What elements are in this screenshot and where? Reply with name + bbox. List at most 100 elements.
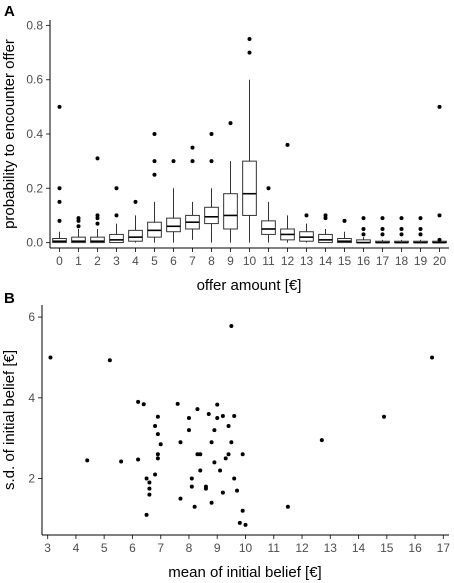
box-outlier-point [152, 159, 157, 164]
panel-b-scatter [48, 323, 435, 527]
box-iqr [166, 217, 181, 233]
box-outlier-point [418, 216, 423, 221]
scatter-point [285, 504, 290, 509]
box-iqr [223, 193, 238, 230]
panel-a-x-ticks: 0 1 2 3 4 5 6 7 8 9 10 11 12 13 14 15 16 17 18 19 20 [56, 248, 446, 268]
scatter-point [144, 512, 149, 517]
scatter-point [203, 484, 208, 489]
box-outlier-point [361, 232, 366, 237]
box-iqr [242, 160, 257, 216]
box-outlier-point [114, 186, 119, 191]
box-outlier-point [95, 156, 100, 161]
box-outlier-point [247, 37, 252, 41]
scatter-point [198, 468, 203, 473]
scatter-point [212, 428, 217, 433]
scatter-point [155, 456, 160, 461]
scatter-point [175, 401, 180, 406]
panel-a-x-tick-label: 5 [151, 254, 158, 268]
scatter-point [186, 428, 191, 433]
box-outlier-point [342, 218, 347, 223]
box-outlier-point [209, 159, 214, 164]
panel-a-x-tick-label: 10 [243, 254, 257, 268]
panel-b-x-tick-label: 3 [44, 541, 51, 555]
box-outlier-point [399, 227, 404, 231]
panel-a-x-tick-label: 18 [395, 254, 409, 268]
box-outlier-point [76, 218, 81, 223]
box-outlier-point [133, 199, 138, 204]
box-outlier-point [228, 121, 233, 126]
box-outlier-point [399, 232, 404, 237]
panel-a-x-tick-label: 3 [113, 254, 120, 268]
panel-label-b: B [4, 290, 15, 307]
box-outlier-point [57, 186, 62, 191]
panel-b-x-tick-label: 6 [129, 541, 136, 555]
panel-a-y-tick-label: 0.8 [26, 18, 43, 32]
panel-b-y-axis-title: s.d. of initial belief [€] [1, 350, 18, 490]
panel-b-x-tick-label: 8 [186, 541, 193, 555]
box-outlier-point [437, 104, 442, 109]
box-outlier-point [152, 132, 157, 136]
panel-a-x-tick-label: 14 [319, 254, 333, 268]
scatter-point [48, 355, 53, 360]
scatter-point [192, 504, 197, 509]
scatter-point [85, 458, 90, 463]
box-outlier-point [95, 221, 100, 226]
panel-a-y-tick-label: 0.6 [26, 73, 43, 87]
panel-a-x-tick-label: 8 [208, 254, 215, 268]
panel-b-x-tick-label: 12 [295, 541, 309, 555]
panel-a-x-tick-label: 0 [56, 254, 63, 268]
panel-a-x-tick-label: 17 [376, 254, 390, 268]
panel-a-x-tick-label: 4 [132, 254, 139, 268]
panel-b-x-tick-label: 16 [408, 541, 422, 555]
scatter-point [209, 500, 214, 505]
scatter-point [195, 452, 200, 457]
box-outlier-point [285, 142, 290, 147]
box-iqr [261, 220, 276, 235]
panel-label-a: A [4, 3, 15, 20]
scatter-point [223, 456, 228, 461]
scatter-point [153, 424, 158, 429]
panel-a-y-ticks: 0.0 0.2 0.4 0.6 0.8 [26, 18, 50, 250]
box-outlier-point [190, 159, 195, 164]
panel-a-x-tick-label: 1 [75, 254, 82, 268]
scatter-point [155, 414, 160, 419]
scatter-point [136, 399, 141, 404]
box-outlier-point [361, 227, 366, 231]
panel-b-x-tick-label: 11 [268, 541, 281, 555]
panel-b-y-tick-label: 4 [28, 391, 35, 405]
panel-a-x-tick-label: 9 [227, 254, 234, 268]
scatter-point [218, 468, 223, 473]
scatter-point [155, 452, 160, 457]
scatter-point [189, 476, 194, 481]
box-outlier-point [361, 216, 366, 221]
panel-a-y-axis-title: probability to encounter offer [1, 39, 18, 229]
panel-b-x-tick-label: 17 [437, 541, 451, 555]
box-outlier-point [380, 216, 385, 221]
scatter-point [158, 442, 163, 447]
box-outlier-point [418, 232, 423, 237]
scatter-point [229, 323, 234, 328]
box-outlier-point [190, 145, 195, 150]
panel-b-x-tick-label: 10 [239, 541, 253, 555]
scatter-point [381, 414, 386, 419]
box-iqr [204, 206, 219, 225]
panel-a-x-tick-label: 12 [281, 254, 295, 268]
panel-a-x-tick-label: 11 [262, 254, 275, 268]
panel-a-x-tick-label: 6 [170, 254, 177, 268]
box-outlier-point [114, 213, 119, 218]
panel-a-x-tick-label: 7 [189, 254, 196, 268]
scatter-point [215, 402, 220, 407]
box-outlier-point [266, 186, 271, 191]
scatter-point [220, 413, 225, 418]
scatter-point [189, 484, 194, 489]
box-outlier-point [323, 216, 328, 221]
box-iqr [128, 229, 143, 242]
panel-b-x-ticks: 3 4 5 6 7 8 9 10 11 12 13 14 15 16 17 [44, 535, 450, 555]
scatter-point [232, 476, 237, 481]
box-outlier-point [57, 104, 62, 109]
scatter-point [212, 460, 217, 465]
box-outlier-point [437, 237, 442, 242]
panel-a-x-tick-label: 2 [94, 254, 101, 268]
scatter-point [136, 457, 141, 462]
